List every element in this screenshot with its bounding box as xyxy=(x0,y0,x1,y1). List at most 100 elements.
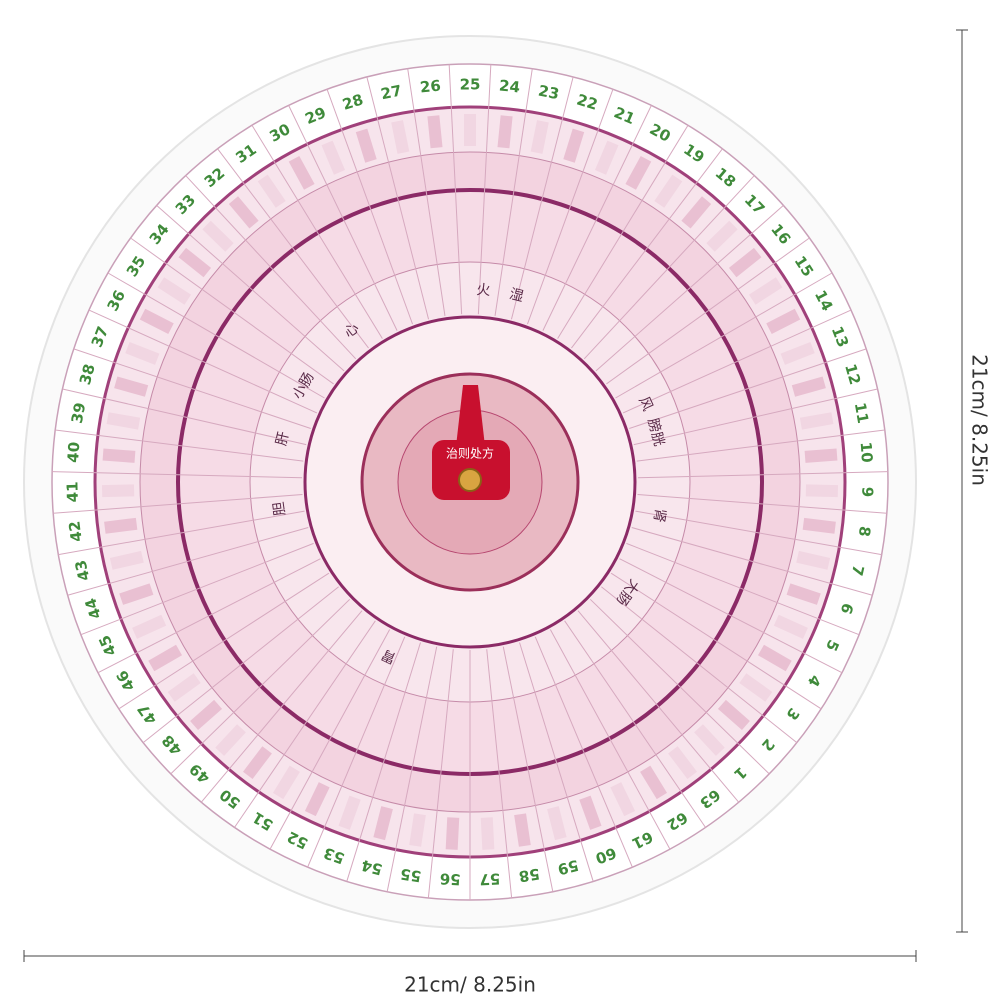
sector-line xyxy=(601,586,798,744)
sector-line xyxy=(557,125,689,339)
organ-label: 胆 xyxy=(271,501,289,517)
sector-line xyxy=(494,68,533,316)
sector-line xyxy=(571,148,723,349)
slot-number: 23 xyxy=(537,81,561,103)
sector-line xyxy=(185,175,357,360)
sector-line xyxy=(88,309,318,414)
formula-cell xyxy=(766,308,801,335)
formula-cell xyxy=(215,724,246,756)
slot-number: 54 xyxy=(360,856,385,879)
formula-cell xyxy=(717,699,750,730)
formula-cell xyxy=(547,806,567,841)
sector-line xyxy=(269,629,391,850)
formula-cell xyxy=(427,115,443,149)
sector-line xyxy=(366,76,430,320)
slot-number: 27 xyxy=(379,81,403,103)
sector-line xyxy=(526,89,614,325)
formula-cell xyxy=(119,583,154,605)
formula-cell xyxy=(668,746,697,779)
sector-line xyxy=(200,610,363,803)
formula-cell xyxy=(594,140,619,175)
formula-cell xyxy=(694,724,725,756)
sector-line xyxy=(615,272,833,399)
sector-line xyxy=(519,642,594,882)
sector-line xyxy=(118,572,330,710)
formula-cell xyxy=(288,155,315,190)
formula-cell xyxy=(514,813,531,847)
sector-line xyxy=(217,148,369,349)
formula-cell xyxy=(799,412,834,430)
formula-cell xyxy=(257,174,286,208)
formula-cell xyxy=(104,517,138,534)
slot-number: 24 xyxy=(498,76,521,96)
sector-line xyxy=(636,429,885,462)
sector-line xyxy=(62,388,307,446)
formula-cell xyxy=(157,277,192,305)
slot-number: 44 xyxy=(81,596,105,622)
formula-cell xyxy=(805,484,839,498)
slot-number: 26 xyxy=(419,76,442,96)
formula-cell xyxy=(355,128,377,163)
slot-number: 43 xyxy=(71,558,93,582)
formula-cell xyxy=(579,795,602,830)
organ-label: 肝 xyxy=(274,430,293,447)
slot-number: 9 xyxy=(858,486,876,497)
formula-cell xyxy=(272,765,300,800)
sector-line xyxy=(477,64,492,315)
slot-number: 28 xyxy=(340,90,365,113)
formula-cell xyxy=(804,448,838,463)
slot-number: 59 xyxy=(556,856,581,879)
organ-label: 膀胱 xyxy=(644,416,668,447)
sector-line xyxy=(407,68,446,316)
sector-line xyxy=(234,620,376,828)
sector-line xyxy=(622,309,852,414)
sector-line xyxy=(606,237,810,385)
formula-cell xyxy=(681,196,712,229)
formula-cell xyxy=(321,140,346,175)
slot-number: 41 xyxy=(63,481,82,502)
sector-line xyxy=(73,348,311,429)
slot-number: 42 xyxy=(65,520,85,543)
slot-number: 56 xyxy=(439,869,461,888)
sector-line xyxy=(542,105,652,331)
formula-cell xyxy=(338,795,361,830)
formula-cell xyxy=(125,341,160,365)
formula-cell xyxy=(786,583,821,605)
sector-line xyxy=(637,494,887,514)
sector-line xyxy=(629,348,867,429)
slot-number: 55 xyxy=(399,865,422,886)
organ-label: 胃 xyxy=(379,646,398,666)
slot-number: 57 xyxy=(479,869,501,888)
pointer xyxy=(432,385,510,500)
formula-cell xyxy=(625,155,652,190)
formula-cell xyxy=(228,196,259,229)
formula-cell xyxy=(530,120,549,154)
sector-line xyxy=(626,542,860,636)
formula-cell xyxy=(480,817,495,850)
sector-line xyxy=(549,629,671,850)
sector-line xyxy=(58,510,305,556)
slot-number: 38 xyxy=(76,362,99,387)
slot-number: 12 xyxy=(841,362,864,387)
sector-line xyxy=(156,205,345,372)
formula-cell xyxy=(373,806,393,841)
sector-line xyxy=(633,388,878,446)
sector-line xyxy=(427,649,454,898)
sector-line xyxy=(534,636,633,868)
number-ring: 1234567891011121314151617181920212223242… xyxy=(63,76,876,889)
sector-line xyxy=(142,586,339,744)
sector-line xyxy=(80,542,314,636)
organ-label: 风 xyxy=(635,394,655,413)
slot-number: 25 xyxy=(460,76,481,94)
formula-cell xyxy=(202,220,234,252)
sector-line xyxy=(619,558,843,674)
sector-line xyxy=(635,510,882,556)
formula-cell xyxy=(445,817,460,850)
sector-line xyxy=(288,105,398,331)
formula-cell xyxy=(101,484,135,498)
sector-line xyxy=(307,636,406,868)
sector-line xyxy=(486,649,513,898)
formula-cell xyxy=(106,412,141,430)
width-label: 21cm/ 8.25in xyxy=(404,973,536,997)
